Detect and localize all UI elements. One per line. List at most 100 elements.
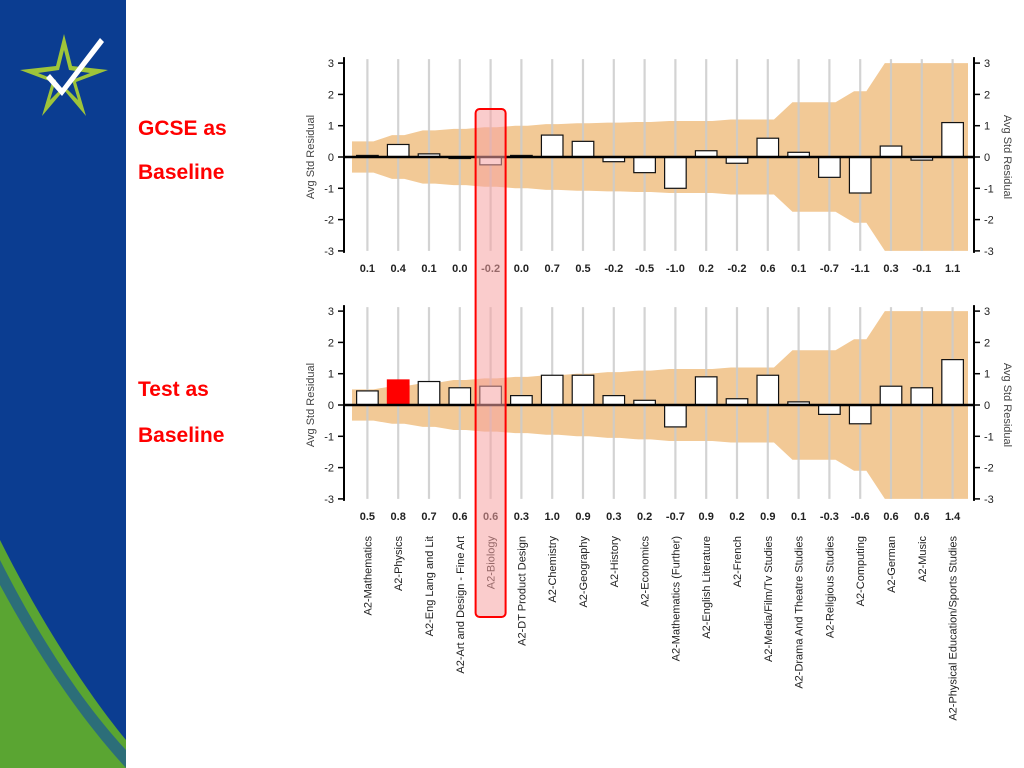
chart2-value-label: 0.3: [606, 511, 621, 523]
category-label: A2-Drama And Theatre Studies: [794, 536, 806, 689]
chart2-ytick-label-left: -1: [324, 431, 334, 443]
chart1-ytick-label-right: -3: [984, 246, 994, 258]
chart1-bar: [941, 121, 964, 158]
category-label: A2-Physical Education/Sports Studies: [948, 536, 960, 721]
chart2-value-label: -0.3: [820, 511, 839, 523]
chart2-ytick-label-right: -3: [984, 494, 994, 506]
chart1-value-label: -1.1: [851, 263, 870, 275]
test-baseline-label-line1: Test as: [138, 378, 209, 401]
chart1-value-label: 0.3: [883, 263, 898, 275]
chart2-ytick-label-right: 1: [984, 369, 990, 381]
category-label: A2-Eng Lang and Lit: [424, 536, 436, 636]
chart2-value-label: 0.2: [637, 511, 652, 523]
category-label: A2-Mathematics (Further): [670, 536, 682, 661]
chart2-bar: [356, 390, 379, 406]
gcse-baseline-label-line2: Baseline: [138, 161, 225, 184]
gcse-baseline-label-line1: GCSE as: [138, 117, 227, 140]
chart1-value-label: 0.0: [514, 263, 529, 275]
chart2-value-label: 0.3: [514, 511, 529, 523]
chart1-ytick-label-right: 3: [984, 58, 990, 70]
chart2-value-label: 0.6: [883, 511, 898, 523]
chart2-ytick-label-right: 2: [984, 337, 990, 349]
category-label: A2-Religious Studies: [824, 536, 836, 639]
chart2-bar: [602, 395, 626, 406]
chart2-value-label: 1.0: [545, 511, 560, 523]
chart2-y-axis-title-left: Avg Std Residual: [305, 363, 317, 447]
chart2-bar: [879, 385, 903, 406]
test-baseline-label-line2: Baseline: [138, 424, 225, 447]
chart2-value-label: 0.9: [760, 511, 775, 523]
chart1-value-label: -0.2: [604, 263, 623, 275]
chart1-value-label: -0.1: [912, 263, 931, 275]
chart1-ytick-label-left: 3: [328, 58, 334, 70]
chart2-bar: [848, 404, 872, 425]
chart2-value-label: 0.5: [360, 511, 375, 523]
chart1-ytick-label-right: -1: [984, 183, 994, 195]
chart2-value-label: 1.4: [945, 511, 961, 523]
chart2-value-label: 0.8: [391, 511, 406, 523]
chart1-value-label: 0.0: [452, 263, 467, 275]
chart1-bar: [386, 143, 410, 158]
chart2-bar: [448, 387, 472, 406]
chart1-y-axis-title-left: Avg Std Residual: [305, 115, 317, 199]
category-label: A2-Physics: [393, 536, 405, 592]
sidebar-swoosh: [0, 540, 126, 768]
category-label: A2-Geography: [578, 536, 590, 608]
chart2-bar: [756, 374, 780, 406]
chart1-ytick-label-left: -2: [324, 215, 334, 227]
chart1-ytick-label-left: 1: [328, 121, 334, 133]
chart1-bar: [571, 140, 595, 158]
chart2-value-label: -0.6: [851, 511, 870, 523]
chart1-value-label: 0.5: [575, 263, 590, 275]
category-label: A2-Music: [917, 536, 929, 582]
chart1-bar: [848, 156, 872, 194]
chart1-value-label: -1.0: [666, 263, 685, 275]
chart1-ytick-label-left: -1: [324, 183, 334, 195]
category-label: A2-Mathematics: [362, 536, 374, 616]
chart1-ytick-label-right: 2: [984, 89, 990, 101]
chart2-ytick-label-left: 3: [328, 306, 334, 318]
category-label: A2-German: [886, 536, 898, 593]
category-label: A2-DT Product Design: [516, 536, 528, 646]
chart1-ytick-label-right: 0: [984, 152, 990, 164]
star-check-logo-icon: [20, 34, 108, 116]
chart1-value-label: 0.2: [699, 263, 714, 275]
chart2-value-label: 0.1: [791, 511, 806, 523]
category-label: A2-Media/Film/Tv Studies: [763, 536, 775, 662]
chart2-ytick-label-left: 0: [328, 400, 334, 412]
chart2-bar: [818, 404, 841, 415]
chart1-y-axis-title-right: Avg Std Residual: [1001, 115, 1013, 199]
chart1-ytick-label-left: 0: [328, 152, 334, 164]
chart1-value-label: -0.2: [728, 263, 747, 275]
chart2-bar: [910, 387, 934, 406]
chart1-value-label: -0.7: [820, 263, 839, 275]
category-label: A2-Economics: [640, 536, 652, 607]
chart2-ytick-label-right: -2: [984, 463, 994, 475]
category-label: A2-History: [609, 536, 621, 588]
chart2-ytick-label-right: 3: [984, 306, 990, 318]
chart2-ytick-label-right: -1: [984, 431, 994, 443]
category-label: A2-English Literature: [701, 536, 713, 639]
chart1-bar: [664, 156, 687, 189]
green-swoosh: [0, 540, 126, 768]
chart2-value-label: 0.6: [452, 511, 467, 523]
category-label: A2-Art and Design - Fine Art: [455, 536, 467, 674]
chart1-bar: [540, 134, 564, 158]
chart2-ytick-label-left: -2: [324, 463, 334, 475]
chart2-value-label: 0.2: [729, 511, 744, 523]
chart1-value-label: 0.4: [391, 263, 407, 275]
chart2-ytick-label-left: 2: [328, 337, 334, 349]
chart2-bar: [386, 379, 410, 406]
chart1-bar: [633, 156, 656, 174]
chart2-value-label: 0.9: [575, 511, 590, 523]
chart1-value-label: 0.1: [421, 263, 436, 275]
chart1-value-label: 0.1: [360, 263, 375, 275]
chart2-ytick-label-right: 0: [984, 400, 990, 412]
chart1-ytick-label-right: 1: [984, 121, 990, 133]
chart1-bar: [818, 156, 841, 178]
category-label: A2-French: [732, 536, 744, 587]
chart2-value-label: 0.6: [914, 511, 929, 523]
chart2-bar: [664, 404, 687, 428]
chart1-ytick-label-left: -3: [324, 246, 334, 258]
